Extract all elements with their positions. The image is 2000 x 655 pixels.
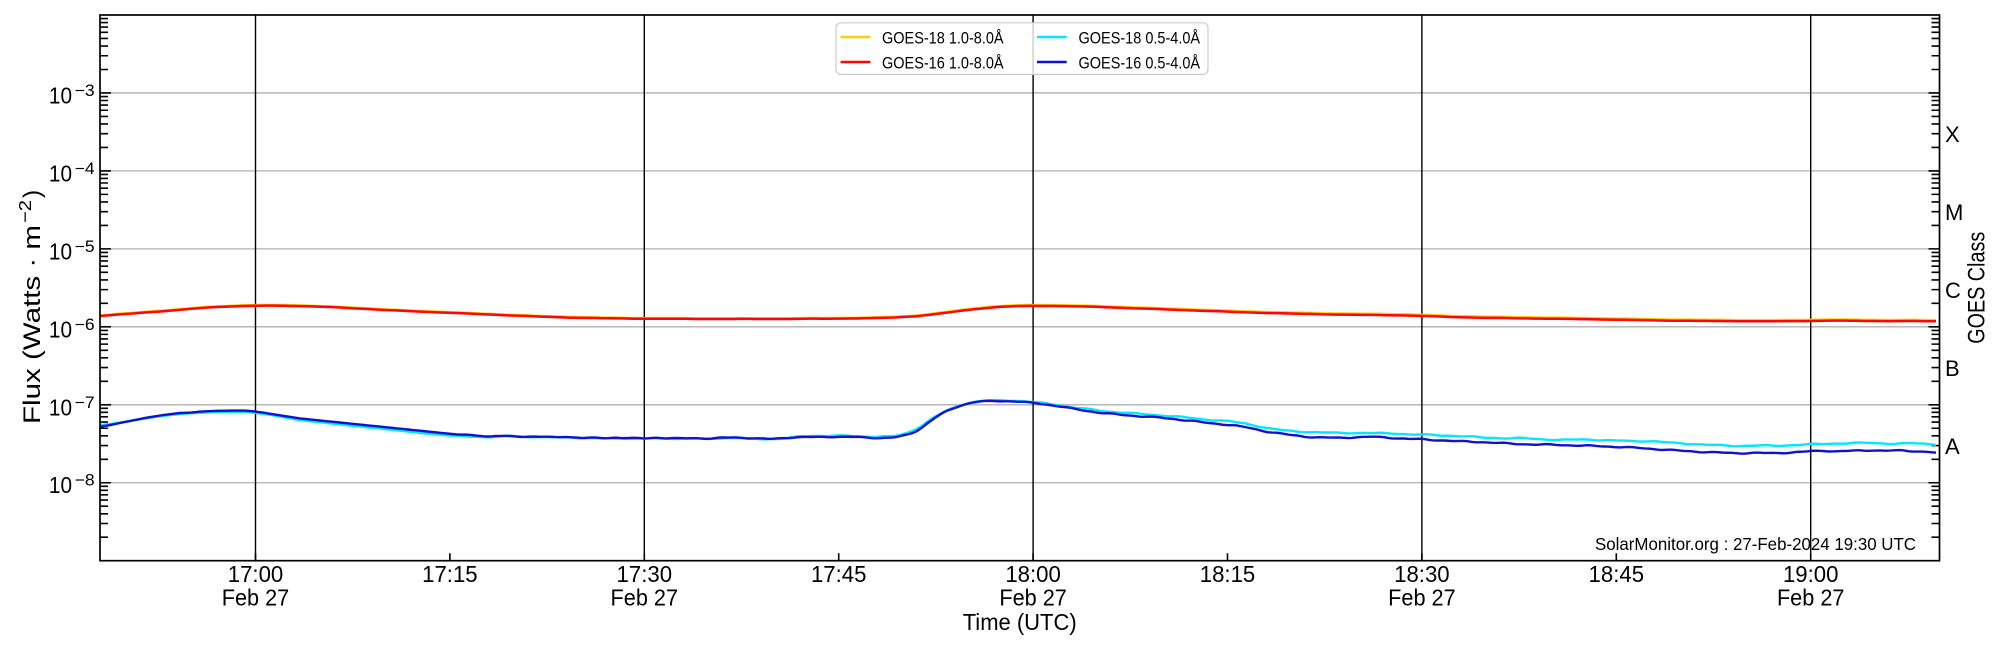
svg-text:Feb 27: Feb 27	[611, 585, 679, 611]
svg-text:18:15: 18:15	[1200, 561, 1256, 587]
svg-text:10: 10	[49, 394, 72, 420]
svg-text:10: 10	[49, 316, 72, 342]
svg-text:10: 10	[49, 160, 72, 186]
svg-text:X: X	[1945, 122, 1960, 147]
svg-text:Feb 27: Feb 27	[999, 585, 1067, 611]
svg-text:−4: −4	[75, 160, 95, 178]
svg-text:−8: −8	[75, 472, 95, 490]
svg-text:A: A	[1945, 434, 1960, 459]
svg-text:18:00: 18:00	[1005, 561, 1061, 587]
svg-text:GOES-16 0.5-4.0Å: GOES-16 0.5-4.0Å	[1079, 53, 1201, 72]
svg-text:B: B	[1945, 356, 1960, 381]
svg-text:10: 10	[49, 83, 72, 109]
svg-text:−7: −7	[75, 394, 95, 412]
svg-text:): )	[19, 190, 46, 198]
svg-text:Feb 27: Feb 27	[1388, 585, 1456, 611]
svg-text:−5: −5	[75, 238, 95, 256]
svg-text:17:45: 17:45	[811, 561, 867, 587]
svg-text:Feb 27: Feb 27	[222, 585, 290, 611]
svg-text:−3: −3	[75, 82, 95, 100]
svg-text:−6: −6	[75, 316, 95, 334]
svg-text:GOES-18 0.5-4.0Å: GOES-18 0.5-4.0Å	[1079, 28, 1201, 47]
svg-text:10: 10	[49, 238, 72, 264]
svg-text:19:00: 19:00	[1783, 561, 1839, 587]
svg-text:C: C	[1945, 278, 1961, 303]
svg-text:10: 10	[49, 472, 72, 498]
svg-text:SolarMonitor.org : 27-Feb-2024: SolarMonitor.org : 27-Feb-2024 19:30 UTC	[1595, 534, 1916, 554]
svg-text:GOES-18 1.0-8.0Å: GOES-18 1.0-8.0Å	[882, 28, 1004, 47]
svg-text:−2: −2	[15, 200, 35, 223]
svg-text:18:45: 18:45	[1589, 561, 1645, 587]
svg-text:Flux (Watts · m: Flux (Watts · m	[19, 225, 46, 424]
svg-text:M: M	[1945, 200, 1963, 225]
svg-text:Feb 27: Feb 27	[1777, 585, 1845, 611]
svg-text:GOES Class: GOES Class	[1964, 232, 1991, 344]
svg-text:18:30: 18:30	[1394, 561, 1450, 587]
svg-text:Time (UTC): Time (UTC)	[963, 609, 1077, 635]
svg-text:GOES-16 1.0-8.0Å: GOES-16 1.0-8.0Å	[882, 53, 1004, 72]
svg-text:17:15: 17:15	[422, 561, 478, 587]
svg-text:17:00: 17:00	[228, 561, 284, 587]
svg-text:17:30: 17:30	[617, 561, 673, 587]
